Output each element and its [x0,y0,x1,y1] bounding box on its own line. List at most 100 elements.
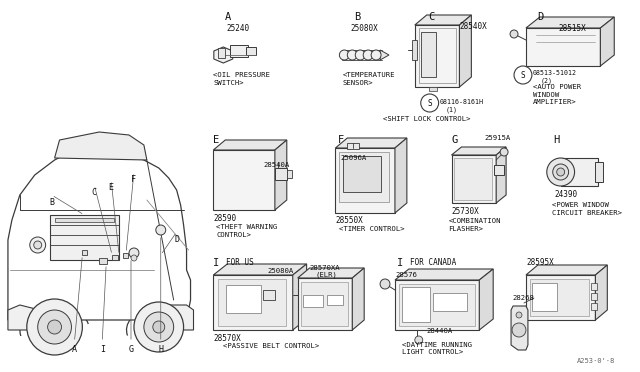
Polygon shape [352,268,364,330]
Bar [454,158,492,200]
Text: 25915A: 25915A [484,135,511,141]
Circle shape [512,323,526,337]
Circle shape [47,320,61,334]
Circle shape [355,50,365,60]
Text: C: C [92,188,97,197]
Text: <THEFT WARNING
CONTROL>: <THEFT WARNING CONTROL> [216,224,278,237]
Text: S: S [521,71,525,80]
Bar [112,255,118,260]
Polygon shape [54,132,147,160]
Polygon shape [298,268,364,278]
Circle shape [27,299,83,355]
Text: G: G [129,345,134,354]
Text: B: B [49,198,54,207]
Polygon shape [460,15,472,87]
Polygon shape [213,275,292,330]
Text: B: B [354,12,360,22]
Polygon shape [415,25,460,87]
Text: A: A [225,12,232,22]
Polygon shape [298,278,352,330]
Polygon shape [292,264,307,330]
Bar [402,287,429,322]
Polygon shape [8,148,191,320]
Polygon shape [526,265,607,275]
Bar [99,258,107,264]
Polygon shape [395,269,493,280]
Text: <PASSIVE BELT CONTROL>: <PASSIVE BELT CONTROL> [223,343,319,349]
Text: (ELR): (ELR) [316,272,337,279]
Bar [301,282,348,326]
Circle shape [547,158,575,186]
Polygon shape [214,47,233,63]
Text: 25240: 25240 [227,24,250,33]
Bar [561,158,598,186]
Bar [591,293,597,300]
Circle shape [131,255,137,261]
Text: I: I [213,258,220,268]
Text: (1): (1) [445,106,458,112]
Polygon shape [335,148,395,213]
Text: <OIL PRESSURE
SWITCH>: <OIL PRESSURE SWITCH> [213,72,270,86]
Text: F: F [131,175,136,184]
Bar [532,283,557,311]
Polygon shape [213,140,287,150]
Polygon shape [213,264,307,275]
Bar [494,165,504,175]
Text: <POWER WINDOW
CIRCUIT BREAKER>: <POWER WINDOW CIRCUIT BREAKER> [552,202,621,215]
Text: 28595X: 28595X [526,258,554,267]
Text: 08116-8161H: 08116-8161H [440,99,484,105]
Circle shape [339,50,349,60]
Bar [328,295,343,305]
Text: <AUTO POWER
WINDOW
AMPLIFIER>: <AUTO POWER WINDOW AMPLIFIER> [533,84,581,105]
Text: <DAYTIME RUNNING
LIGHT CONTROL>: <DAYTIME RUNNING LIGHT CONTROL> [402,342,472,356]
Text: 28515X: 28515X [559,24,586,33]
Bar [339,152,389,202]
Circle shape [420,94,438,112]
Circle shape [415,336,423,344]
Polygon shape [213,150,275,210]
Text: H: H [554,135,560,145]
Text: 28540A: 28540A [263,162,289,168]
Text: E: E [213,135,220,145]
Polygon shape [395,280,479,330]
Text: C: C [429,12,435,22]
Bar [348,143,359,149]
Bar [420,32,436,77]
Bar [227,285,261,313]
Text: 28550X: 28550X [335,216,363,225]
Text: A: A [72,345,77,354]
Text: S: S [428,99,432,108]
Text: 25730X: 25730X [451,207,479,216]
Polygon shape [526,28,600,66]
Polygon shape [595,265,607,320]
Bar [123,253,128,258]
Circle shape [557,168,564,176]
Text: FOR US: FOR US [227,258,254,267]
Text: A253⋅0'·8: A253⋅0'·8 [577,358,615,364]
Text: <SHIFT LOCK CONTROL>: <SHIFT LOCK CONTROL> [383,116,470,122]
Polygon shape [600,17,614,66]
Text: H: H [158,345,163,354]
Circle shape [500,148,508,156]
Text: (2): (2) [541,77,553,83]
Polygon shape [526,275,595,320]
Text: 08513-51012: 08513-51012 [533,70,577,76]
Bar [591,303,597,310]
Text: <TIMER CONTROL>: <TIMER CONTROL> [339,226,405,232]
Text: 25080X: 25080X [350,24,378,33]
Text: 28570XA: 28570XA [310,265,340,271]
Polygon shape [380,50,389,60]
Polygon shape [395,138,407,213]
Polygon shape [415,15,472,25]
Text: 25080A: 25080A [268,268,294,274]
Polygon shape [335,138,407,148]
Circle shape [156,225,166,235]
Text: E: E [109,183,114,192]
Text: D: D [538,12,544,22]
Bar [50,215,119,260]
Circle shape [510,30,518,38]
Text: F: F [337,135,344,145]
Text: <TEMPERATURE
SENSOR>: <TEMPERATURE SENSOR> [342,72,395,86]
Bar [263,290,275,300]
Circle shape [153,321,164,333]
